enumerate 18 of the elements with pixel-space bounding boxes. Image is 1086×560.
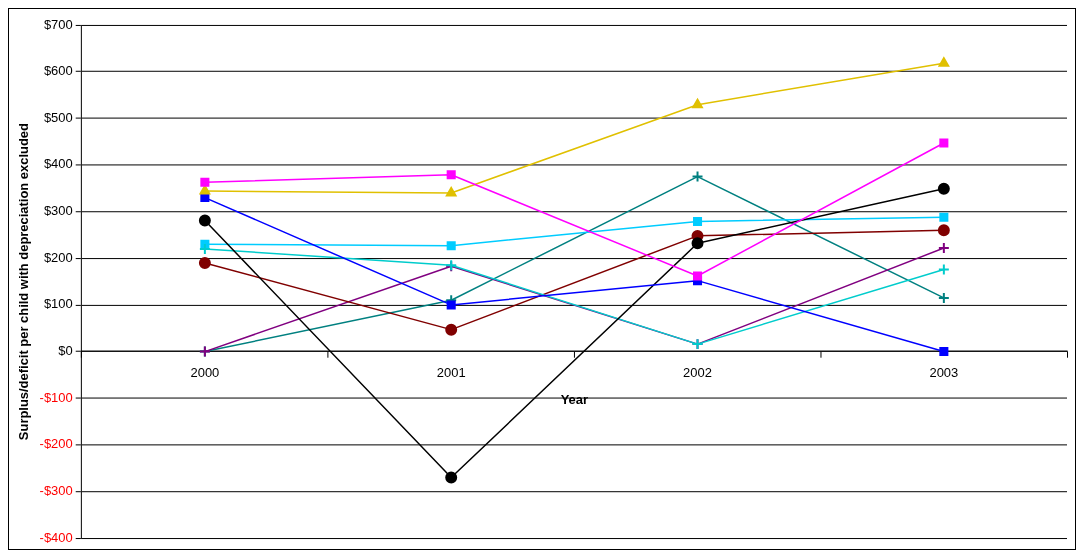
y-tick-label: -$100 [39, 389, 73, 405]
y-tick-label: $600 [43, 63, 73, 79]
y-tick-label: $700 [43, 16, 73, 32]
x-axis-title: Year [560, 392, 589, 408]
y-tick-label: -$200 [39, 436, 73, 452]
x-tick-label: 2002 [683, 364, 712, 380]
y-tick-label: $400 [43, 156, 73, 172]
y-axis-title: Surplus/deficit per child with depreciation excluded [16, 122, 32, 441]
y-tick-label: $300 [43, 203, 73, 219]
y-tick-label: -$400 [39, 529, 73, 545]
x-tick-label: 2003 [929, 364, 959, 380]
y-tick-label: -$300 [39, 483, 73, 499]
x-tick-label: 2001 [436, 364, 466, 380]
x-tick-label: 2000 [190, 364, 220, 380]
y-tick-label: $0 [58, 343, 73, 359]
y-tick-label: $500 [43, 109, 73, 125]
y-tick-label: $200 [43, 249, 73, 265]
y-tick-label: $100 [43, 296, 73, 312]
